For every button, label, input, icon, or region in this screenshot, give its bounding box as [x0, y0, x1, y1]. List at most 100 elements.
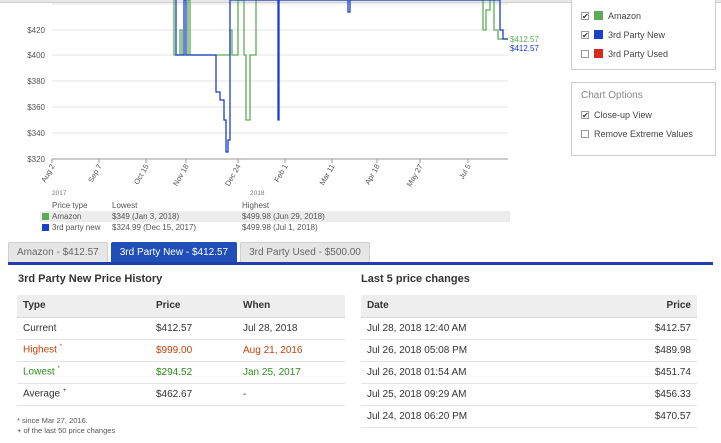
history-type: Highest [23, 344, 57, 356]
third-party-new-swatch [42, 224, 49, 231]
x-axis-labels: Aug 2 Sep 7 Oct 15 Nov 18 Dec 24 Feb 1 M… [39, 163, 473, 189]
series-label: 3rd Party Used [608, 48, 669, 59]
legend-lowest: $349 (Jan 3, 2018) [110, 211, 240, 222]
price-type-tabs: Amazon - $412.57 3rd Party New - $412.57… [8, 242, 373, 263]
option-label: Remove Extreme Values [594, 128, 693, 139]
table-row: Highest * $999.00 Aug 21, 2016 [17, 339, 345, 362]
price-changes-title: Last 5 price changes [361, 273, 470, 285]
change-price: $412.57 [596, 317, 697, 340]
footnote-mark: + [62, 388, 67, 395]
history-price: $294.52 [150, 361, 237, 384]
tab-amazon[interactable]: Amazon - $412.57 [8, 242, 108, 263]
table-row: Jul 26, 2018 05:08 PM $489.98 [361, 339, 697, 362]
history-type: Lowest [23, 366, 55, 378]
close-up-view-checkbox[interactable]: ✔ [581, 110, 589, 120]
end-label-amazon: $412.57 [510, 35, 539, 44]
footnote: * since Mar 27, 2016. [17, 416, 88, 425]
series-line-third-party-new [175, 0, 508, 153]
option-close-up-view[interactable]: ✔ Close-up View [572, 105, 715, 124]
table-row: Jul 24, 2018 06:20 PM $470.57 [361, 405, 697, 428]
footnote-mark: * [59, 344, 63, 351]
table-row: Current $412.57 Jul 28, 2018 [17, 317, 345, 340]
legend-highest: $499.98 (Jun 29, 2018) [240, 211, 510, 222]
price-changes-table: Date Price Jul 28, 2018 12:40 AM $412.57… [361, 295, 697, 428]
legend-header-row: Price type Lowest Highest [40, 200, 510, 211]
y-tick-label: $340 [27, 129, 45, 138]
legend-row-third-party-new: 3rd party new $324.99 (Dec 15, 2017) $49… [40, 222, 510, 233]
third-party-used-checkbox[interactable] [581, 49, 589, 58]
y-tick-label: $420 [27, 26, 45, 35]
price-chart: $420 $400 $380 $360 $340 $320 Aug 2 Sep … [27, 0, 539, 197]
y-axis-labels: $420 $400 $380 $360 $340 $320 [27, 26, 45, 164]
column-header-price: Price [596, 295, 697, 318]
legend-row-amazon: Amazon $349 (Jan 3, 2018) $499.98 (Jun 2… [40, 211, 510, 222]
history-type: Average [23, 388, 61, 400]
x-tick-label: Sep 7 [86, 163, 104, 184]
table-header-row: Date Price [361, 295, 697, 318]
change-date: Jul 28, 2018 12:40 AM [361, 317, 597, 340]
legend-name-cell: 3rd party new [40, 222, 110, 233]
x-tick-label: Aug 2 [39, 163, 57, 184]
legend-header-type: Price type [52, 201, 88, 210]
x-tick-label: May 27 [405, 163, 425, 189]
change-price: $470.57 [596, 405, 697, 428]
end-label-third-party-new: $412.57 [510, 44, 539, 53]
option-remove-extreme-values[interactable]: Remove Extreme Values [572, 124, 715, 143]
change-price: $456.33 [596, 383, 697, 406]
history-price: $462.67 [150, 383, 237, 406]
year-label: 2018 [250, 190, 265, 197]
table-row: Average + $462.67 - [17, 383, 345, 406]
history-when: - [237, 383, 345, 406]
legend-name-cell: Amazon [40, 211, 110, 222]
x-tick-label: Apr 18 [363, 163, 382, 187]
footnote-mark: * [57, 366, 60, 373]
history-when: Jan 25, 2017 [237, 361, 345, 384]
history-type: Current [17, 317, 150, 340]
legend-highest: $499.98 (Jul 1, 2018) [242, 223, 318, 232]
history-when: Aug 21, 2016 [237, 339, 345, 362]
y-tick-label: $380 [27, 77, 45, 86]
third-party-new-checkbox[interactable]: ✔ [581, 30, 589, 40]
series-line-amazon [173, 0, 508, 121]
history-type-cell: Lowest * [17, 361, 150, 384]
year-label: 2017 [52, 190, 67, 197]
change-price: $451.74 [596, 361, 697, 384]
chart-gridlines [52, 3, 508, 134]
table-header-row: Type Price When [17, 295, 345, 318]
history-type-cell: Highest * [17, 339, 150, 362]
chart-options-title: Chart Options [581, 90, 643, 101]
tab-third-party-used[interactable]: 3rd Party Used - $500.00 [240, 242, 370, 263]
x-tick-label: Dec 24 [223, 163, 243, 188]
series-toggle-third-party-new[interactable]: ✔ 3rd Party New [572, 25, 715, 44]
change-date: Jul 24, 2018 06:20 PM [361, 405, 597, 428]
series-toggle-panel: ✔ Amazon ✔ 3rd Party New 3rd Party Used [571, 0, 716, 70]
x-tick-marks [51, 159, 469, 163]
legend-header-lowest: Lowest [112, 201, 138, 210]
y-tick-label: $360 [27, 103, 45, 112]
tab-third-party-new[interactable]: 3rd Party New - $412.57 [110, 242, 238, 263]
x-tick-label: Mar 11 [318, 163, 337, 187]
footnote: + of the last 50 price changes [17, 426, 116, 435]
amazon-checkbox[interactable]: ✔ [581, 11, 589, 21]
history-when: Jul 28, 2018 [237, 317, 345, 340]
price-history-table: Type Price When Current $412.57 Jul 28, … [17, 295, 345, 406]
browser-top-strip [0, 0, 721, 3]
history-price: $999.00 [150, 339, 237, 362]
series-label: 3rd Party New [608, 29, 666, 40]
price-history-title: 3rd Party New Price History [18, 273, 163, 285]
table-row: Jul 25, 2018 09:29 AM $456.33 [361, 383, 697, 406]
chart-options-panel: Chart Options ✔ Close-up View Remove Ext… [571, 82, 716, 156]
table-row: Lowest * $294.52 Jan 25, 2017 [17, 361, 345, 384]
legend-name: Amazon [52, 212, 82, 221]
x-tick-label: Nov 18 [171, 163, 191, 188]
history-type-cell: Average + [17, 383, 150, 406]
series-toggle-amazon[interactable]: ✔ Amazon [572, 6, 715, 25]
amazon-color-box [594, 11, 603, 20]
change-price: $489.98 [596, 339, 697, 362]
table-row: Jul 26, 2018 01:54 AM $451.74 [361, 361, 697, 384]
column-header-date: Date [361, 295, 597, 318]
legend-name: 3rd party new [52, 223, 101, 232]
x-tick-label: Feb 1 [272, 163, 289, 184]
remove-extreme-values-checkbox[interactable] [581, 129, 589, 138]
series-toggle-third-party-used[interactable]: 3rd Party Used [572, 44, 715, 63]
